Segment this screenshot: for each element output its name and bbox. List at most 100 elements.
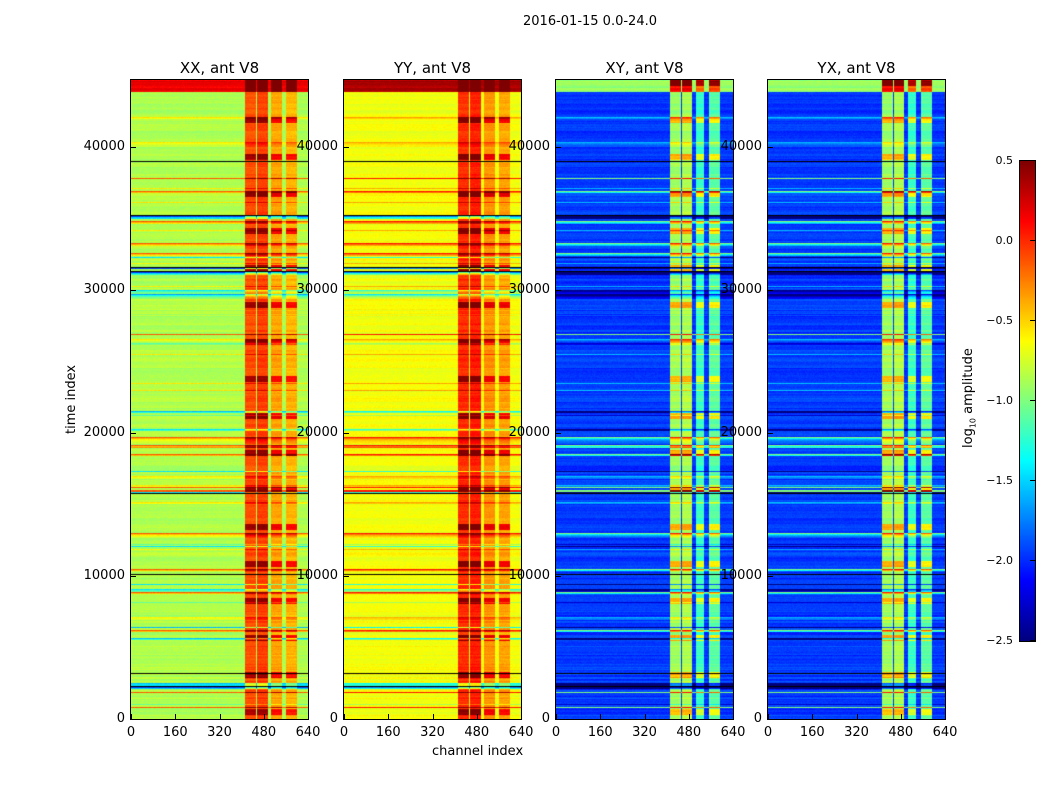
colorbar-tick-label: −1.5 [986, 474, 1013, 487]
x-tick-mark [812, 714, 814, 719]
panel-title: YY, ant V8 [393, 59, 471, 77]
y-tick-mark [556, 290, 561, 292]
x-tick-mark [308, 714, 309, 719]
x-tick-label: 320 [420, 725, 445, 740]
y-tick-label: 0 [329, 711, 338, 726]
y-tick-mark [768, 719, 773, 720]
x-tick-mark [688, 714, 690, 719]
colorbar-tick-label: −2.5 [986, 634, 1013, 647]
x-tick-mark [644, 714, 646, 719]
x-tick-mark [856, 714, 858, 719]
x-tick-label: 480 [251, 725, 277, 740]
y-tick-label: 40000 [83, 139, 125, 155]
y-tick-label: 40000 [296, 139, 338, 155]
colorbar-label-rest: amplitude [961, 348, 976, 418]
x-tick-mark [945, 714, 946, 719]
y-tick-label: 40000 [508, 139, 550, 155]
heatmap-panel-0 [130, 79, 309, 720]
x-tick-label: 0 [339, 725, 349, 740]
colorbar-tick-mark [1030, 240, 1035, 241]
y-tick-mark [344, 576, 349, 578]
y-tick-mark [768, 576, 773, 578]
y-tick-label: 10000 [508, 568, 550, 584]
x-tick-mark [521, 714, 522, 719]
figure-title: 2016-01-15 0.0-24.0 [523, 14, 657, 29]
y-tick-label: 10000 [720, 568, 762, 584]
y-tick-label: 30000 [508, 282, 550, 298]
colorbar-tick-label: −0.5 [986, 314, 1013, 327]
y-tick-mark [131, 433, 136, 435]
y-axis-label: time index [64, 364, 79, 434]
x-tick-label: 640 [295, 725, 321, 740]
colorbar-tick-mark [1030, 400, 1035, 401]
panel-title: XY, ant V8 [605, 59, 684, 77]
x-tick-mark [768, 714, 769, 719]
y-tick-label: 30000 [296, 282, 338, 298]
y-tick-label: 40000 [720, 139, 762, 155]
y-tick-mark [344, 290, 349, 292]
x-tick-mark [556, 714, 557, 719]
x-tick-label: 320 [207, 725, 232, 740]
y-tick-label: 0 [116, 711, 125, 726]
y-tick-mark [768, 147, 773, 149]
y-tick-mark [131, 147, 136, 149]
x-tick-label: 480 [676, 725, 702, 740]
colorbar-label-log: log [961, 428, 976, 448]
x-tick-mark [600, 714, 602, 719]
x-tick-mark [263, 714, 265, 719]
y-tick-label: 20000 [296, 425, 338, 441]
colorbar [1019, 160, 1036, 642]
x-tick-label: 160 [587, 725, 613, 740]
y-tick-mark [768, 290, 773, 292]
heatmap-canvas [131, 80, 308, 719]
x-tick-label: 640 [720, 725, 746, 740]
y-tick-mark [556, 147, 561, 149]
x-tick-label: 160 [375, 725, 401, 740]
y-tick-mark [768, 433, 773, 435]
heatmap-canvas [556, 80, 733, 719]
x-tick-label: 480 [888, 725, 914, 740]
colorbar-tick-label: 0.5 [995, 154, 1014, 167]
heatmap-canvas [344, 80, 521, 719]
x-tick-mark [344, 714, 345, 719]
heatmap-canvas [768, 80, 945, 719]
y-tick-mark [556, 576, 561, 578]
y-tick-mark [344, 433, 349, 435]
x-tick-label: 0 [551, 725, 561, 740]
x-tick-label: 0 [126, 725, 136, 740]
y-tick-label: 30000 [720, 282, 762, 298]
x-tick-label: 160 [799, 725, 825, 740]
x-tick-label: 640 [932, 725, 958, 740]
colorbar-label: log10 amplitude [961, 348, 981, 448]
x-axis-label: channel index [432, 744, 524, 759]
x-tick-mark [476, 714, 478, 719]
panel-title: YX, ant V8 [817, 59, 896, 77]
x-tick-mark [432, 714, 434, 719]
colorbar-tick-label: −2.0 [986, 554, 1013, 567]
x-tick-label: 480 [464, 725, 490, 740]
x-tick-mark [900, 714, 902, 719]
x-tick-label: 320 [844, 725, 869, 740]
heatmap-panel-2 [555, 79, 734, 720]
x-tick-mark [388, 714, 390, 719]
colorbar-tick-mark [1030, 640, 1035, 641]
y-tick-mark [556, 719, 561, 720]
y-tick-label: 0 [753, 711, 762, 726]
y-tick-label: 30000 [83, 282, 125, 298]
x-tick-mark [733, 714, 734, 719]
y-tick-mark [131, 719, 136, 720]
y-tick-mark [344, 719, 349, 720]
y-tick-label: 10000 [83, 568, 125, 584]
colorbar-tick-mark [1030, 320, 1035, 321]
x-tick-label: 640 [508, 725, 534, 740]
heatmap-panel-1 [343, 79, 522, 720]
x-tick-label: 160 [162, 725, 188, 740]
colorbar-tick-mark [1030, 480, 1035, 481]
x-tick-mark [219, 714, 221, 719]
heatmap-panel-3 [767, 79, 946, 720]
y-tick-mark [131, 576, 136, 578]
x-tick-mark [175, 714, 177, 719]
colorbar-tick-mark [1030, 560, 1035, 561]
colorbar-tick-mark [1030, 160, 1035, 161]
